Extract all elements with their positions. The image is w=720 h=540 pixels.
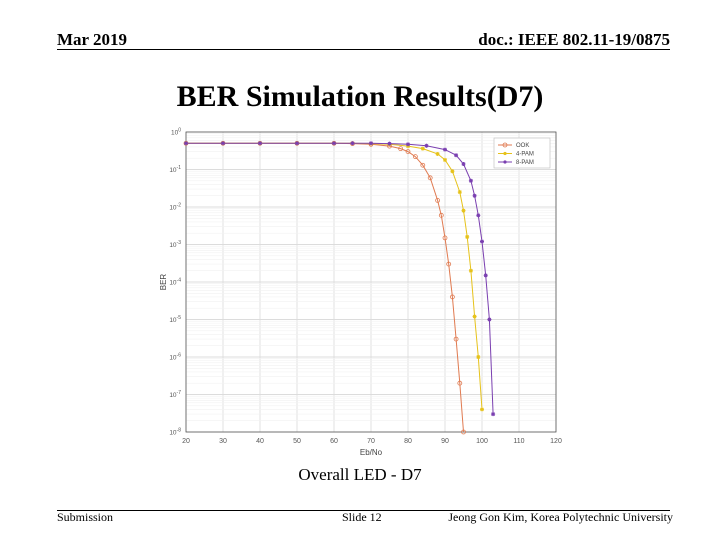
data-point bbox=[461, 208, 466, 213]
data-point bbox=[457, 380, 463, 386]
y-tick-label: 10-8 bbox=[169, 428, 181, 437]
y-tick-label: 10-5 bbox=[169, 315, 181, 324]
data-point bbox=[480, 407, 484, 412]
data-point bbox=[446, 261, 452, 267]
slide-title: BER Simulation Results(D7) bbox=[176, 80, 544, 113]
footer-slide-number: Slide 12 bbox=[342, 510, 382, 524]
footer-author: Jeong Gon Kim, Korea Polytechnic Univers… bbox=[448, 510, 673, 524]
data-point bbox=[472, 314, 477, 319]
data-point bbox=[369, 141, 373, 146]
y-tick-label: 10-2 bbox=[169, 203, 181, 212]
y-axis-label: BER bbox=[159, 274, 168, 291]
data-point bbox=[487, 317, 492, 322]
data-point bbox=[457, 190, 462, 195]
x-tick-label: 60 bbox=[330, 438, 338, 445]
legend-label: 8-PAM bbox=[516, 160, 534, 166]
data-point bbox=[491, 412, 496, 417]
y-tick-label: 10-4 bbox=[169, 278, 181, 287]
data-point bbox=[295, 141, 299, 146]
data-point bbox=[483, 273, 488, 278]
footer-submission: Submission bbox=[57, 510, 114, 524]
data-point bbox=[427, 175, 433, 181]
data-point bbox=[453, 336, 459, 342]
data-point bbox=[221, 141, 225, 146]
data-point bbox=[258, 141, 262, 146]
x-tick-label: 20 bbox=[182, 438, 190, 445]
data-point bbox=[472, 193, 477, 198]
chart-grid bbox=[185, 131, 557, 433]
data-point bbox=[454, 153, 459, 158]
plot-frame bbox=[185, 131, 557, 433]
x-tick-label: 100 bbox=[476, 438, 488, 445]
x-axis-label: Eb/No bbox=[360, 448, 383, 457]
data-point bbox=[435, 197, 441, 203]
y-tick-label: 10-1 bbox=[169, 165, 181, 174]
y-tick-label: 10-7 bbox=[169, 390, 181, 399]
data-point bbox=[424, 143, 429, 148]
data-point bbox=[412, 154, 418, 160]
y-tick-label: 10-3 bbox=[169, 240, 181, 249]
data-point bbox=[476, 213, 481, 218]
chart-caption: Overall LED - D7 bbox=[298, 465, 422, 484]
legend-label: 4-PAM bbox=[516, 152, 534, 158]
data-point bbox=[443, 147, 447, 152]
x-tick-label: 120 bbox=[550, 438, 562, 445]
data-point bbox=[184, 141, 188, 146]
data-point bbox=[468, 268, 473, 273]
series-8-pam bbox=[184, 141, 496, 417]
legend-marker bbox=[503, 151, 507, 156]
legend-marker bbox=[502, 142, 508, 148]
data-point bbox=[450, 169, 455, 174]
data-point bbox=[461, 162, 466, 167]
data-point bbox=[449, 294, 455, 300]
x-tick-label: 110 bbox=[513, 438, 524, 445]
chart-series bbox=[183, 140, 496, 435]
x-tick-label: 90 bbox=[441, 438, 449, 445]
x-tick-label: 50 bbox=[293, 438, 301, 445]
header-date: Mar 2019 bbox=[57, 30, 128, 49]
data-point bbox=[480, 239, 484, 244]
data-point bbox=[420, 146, 425, 151]
legend-marker bbox=[503, 160, 507, 164]
data-point bbox=[420, 162, 426, 168]
data-point bbox=[461, 429, 466, 435]
y-tick-label: 10-6 bbox=[169, 353, 181, 362]
data-point bbox=[405, 149, 411, 155]
data-point bbox=[332, 141, 336, 146]
x-tick-label: 40 bbox=[256, 438, 264, 445]
data-point bbox=[442, 235, 448, 241]
footer-divider bbox=[57, 510, 670, 511]
data-point bbox=[468, 178, 473, 183]
data-point bbox=[387, 141, 392, 146]
data-point bbox=[435, 151, 440, 156]
header-doc-id: doc.: IEEE 802.11-19/0875 bbox=[478, 30, 670, 49]
data-point bbox=[465, 234, 470, 239]
ber-chart: 20 30 40 50 60 70 80 90 100 110 120 100 10-1 10-2 10-3… bbox=[159, 128, 562, 458]
data-point bbox=[443, 157, 447, 162]
x-tick-label: 70 bbox=[367, 438, 375, 445]
data-point bbox=[350, 141, 355, 146]
x-tick-label: 80 bbox=[404, 438, 412, 445]
data-point bbox=[476, 355, 481, 359]
x-tick-label: 30 bbox=[219, 438, 227, 445]
series-line bbox=[186, 142, 494, 415]
data-point bbox=[406, 142, 410, 147]
legend-label: OOK bbox=[516, 143, 529, 149]
chart-axes: 20 30 40 50 60 70 80 90 100 110 120 100 10-1 10-2 10-3… bbox=[159, 128, 562, 458]
data-point bbox=[438, 212, 444, 218]
y-tick-label: 100 bbox=[171, 128, 181, 137]
header-divider bbox=[57, 49, 670, 50]
chart-legend: OOK 4-PAM 8-PAM bbox=[493, 137, 551, 169]
data-point bbox=[398, 146, 404, 152]
